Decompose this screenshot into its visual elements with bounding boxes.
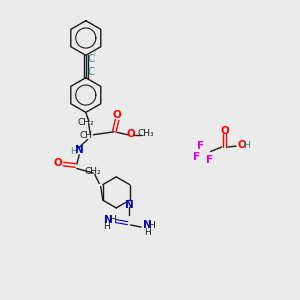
Text: O: O bbox=[237, 140, 246, 150]
Text: N: N bbox=[125, 200, 134, 210]
Text: N: N bbox=[142, 220, 152, 230]
Text: H: H bbox=[103, 222, 110, 231]
Text: CH₂: CH₂ bbox=[85, 167, 102, 176]
Text: CH₂: CH₂ bbox=[77, 118, 94, 127]
Text: H: H bbox=[144, 228, 150, 237]
Text: F: F bbox=[193, 152, 200, 163]
Text: H: H bbox=[70, 147, 77, 156]
Text: N: N bbox=[104, 214, 112, 225]
Text: O: O bbox=[127, 129, 136, 139]
Text: F: F bbox=[197, 140, 204, 151]
Text: O: O bbox=[53, 158, 62, 167]
Text: H: H bbox=[148, 221, 155, 230]
Text: CH₃: CH₃ bbox=[137, 129, 154, 138]
Text: H: H bbox=[243, 141, 250, 150]
Text: H: H bbox=[109, 215, 116, 224]
Text: C: C bbox=[88, 67, 95, 77]
Text: C: C bbox=[88, 54, 95, 64]
Text: O: O bbox=[220, 126, 229, 136]
Text: N: N bbox=[75, 145, 84, 155]
Text: F: F bbox=[206, 154, 213, 165]
Text: O: O bbox=[113, 110, 122, 120]
Text: CH: CH bbox=[79, 131, 92, 140]
